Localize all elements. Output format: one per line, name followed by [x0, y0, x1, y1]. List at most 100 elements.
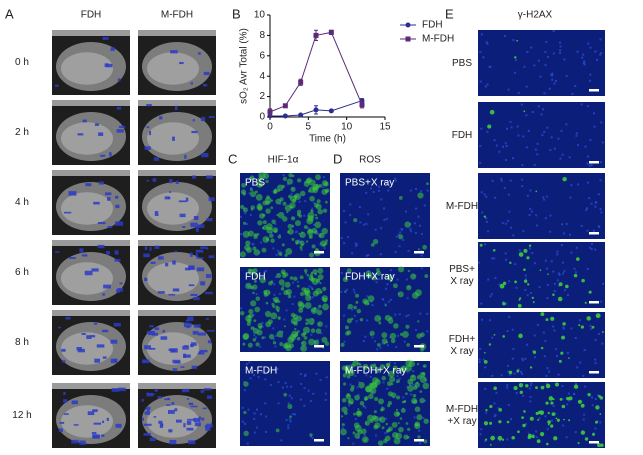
nucleus-signal [363, 434, 366, 437]
nucleus-signal [299, 398, 302, 401]
nucleus-signal [478, 261, 481, 264]
nucleus-signal [379, 253, 382, 256]
tissue-inner [61, 262, 113, 295]
green-signal [344, 411, 348, 415]
green-signal [240, 204, 245, 210]
green-signal [522, 423, 526, 428]
nucleus-signal [304, 373, 307, 376]
green-signal [286, 178, 293, 185]
nucleus-signal [263, 270, 266, 273]
nucleus-signal [599, 161, 602, 164]
blue-signal [206, 329, 215, 332]
blue-signal [168, 348, 171, 351]
nucleus-signal [542, 196, 545, 199]
nucleus-signal [486, 83, 489, 86]
green-signal [493, 386, 497, 391]
green-signal [373, 424, 378, 430]
nucleus-signal [599, 38, 602, 41]
green-signal [547, 411, 550, 415]
green-signal [419, 390, 423, 393]
green-signal [322, 286, 327, 291]
blue-signal [102, 293, 106, 296]
green-signal [375, 367, 380, 372]
blue-signal [57, 326, 62, 329]
green-signal [261, 247, 267, 253]
green-signal [393, 437, 401, 445]
green-signal [247, 314, 251, 318]
nucleus-signal [600, 300, 603, 303]
nucleus-signal [303, 214, 306, 217]
green-signal [527, 433, 532, 438]
nucleus-signal [533, 334, 536, 337]
green-signal [386, 429, 390, 433]
nucleus-signal [514, 263, 517, 266]
tissue-inner [147, 192, 199, 225]
green-signal [580, 430, 586, 435]
nucleus-signal [285, 419, 288, 422]
nucleus-signal [557, 272, 560, 275]
nucleus-signal [530, 210, 533, 213]
green-signal [253, 279, 257, 283]
nucleus-signal [294, 231, 297, 234]
nucleus-signal [311, 207, 314, 210]
green-signal [573, 273, 578, 278]
blue-signal [184, 267, 191, 271]
nucleus-signal [544, 259, 547, 262]
nucleus-signal [537, 59, 540, 62]
nucleus-signal [480, 127, 483, 130]
nucleus-signal [542, 108, 545, 111]
ultrasound-image [138, 30, 216, 95]
green-signal [372, 238, 379, 245]
nucleus-signal [521, 359, 524, 362]
nucleus-signal [414, 231, 417, 234]
nucleus-signal [543, 131, 546, 134]
green-signal [248, 308, 254, 315]
nucleus-signal [559, 157, 562, 160]
fluorescence-image [340, 173, 430, 258]
green-signal [261, 336, 265, 340]
green-signal [324, 241, 328, 245]
nucleus-signal [419, 442, 422, 445]
green-signal [325, 200, 328, 204]
nucleus-signal [479, 144, 482, 147]
green-signal [407, 427, 411, 432]
nucleus-signal [319, 378, 322, 381]
nucleus-signal [389, 298, 392, 301]
blue-signal [110, 47, 115, 51]
green-signal [405, 324, 410, 329]
green-signal [307, 189, 311, 193]
nucleus-signal [526, 50, 529, 53]
nucleus-signal [565, 436, 568, 439]
blue-signal [168, 293, 176, 296]
nucleus-signal [395, 235, 398, 238]
nucleus-signal [395, 345, 398, 348]
green-signal [275, 428, 280, 433]
green-signal [304, 302, 312, 309]
nucleus-signal [420, 254, 423, 257]
blue-signal [175, 180, 179, 185]
nucleus-signal [241, 420, 244, 423]
nucleus-signal [276, 367, 279, 370]
green-signal [364, 439, 367, 442]
green-signal [246, 321, 251, 326]
nucleus-signal [588, 197, 591, 200]
nucleus-signal [494, 196, 497, 199]
nucleus-signal [507, 193, 510, 196]
green-signal [250, 208, 254, 211]
green-signal [299, 231, 306, 239]
green-signal [256, 180, 263, 188]
nucleus-signal [595, 201, 598, 204]
green-signal [284, 281, 291, 288]
nucleus-signal [286, 183, 289, 186]
image-bg [478, 242, 605, 308]
green-signal [387, 370, 395, 378]
image-bg [478, 30, 605, 96]
nucleus-signal [601, 342, 604, 345]
blue-signal [190, 405, 198, 408]
green-signal [367, 414, 374, 422]
nucleus-signal [253, 334, 256, 337]
green-signal [381, 338, 388, 344]
legend-label: M-FDH [422, 34, 454, 45]
green-signal [540, 385, 545, 390]
green-signal [277, 184, 284, 192]
